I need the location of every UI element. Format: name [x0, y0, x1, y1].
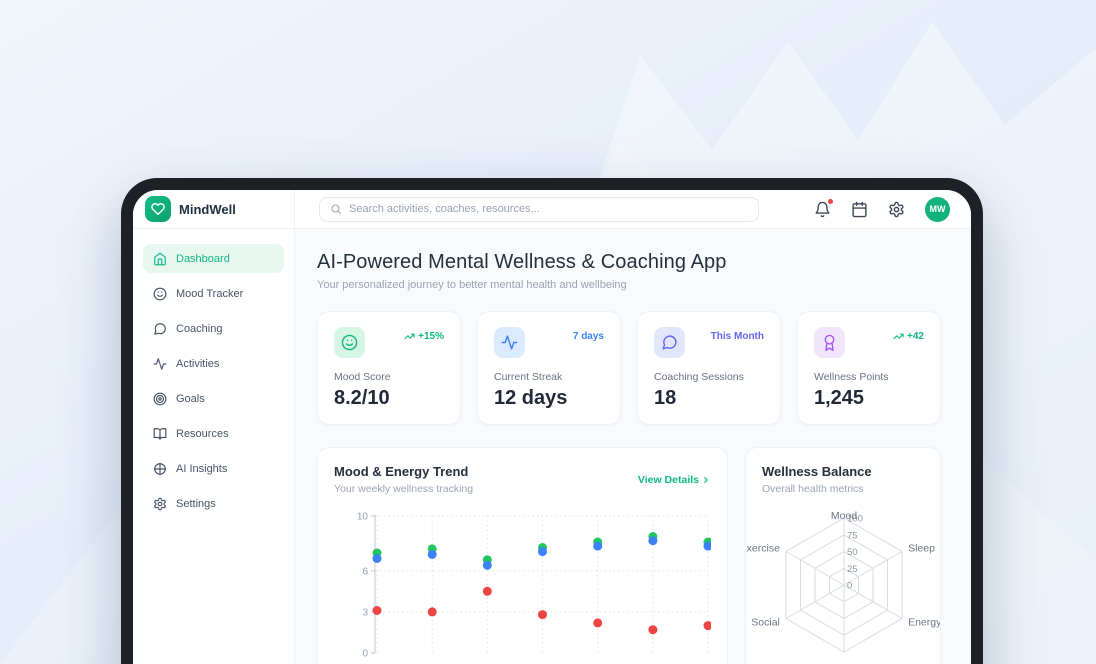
- home-icon: [154, 252, 166, 265]
- sidebar-item-mood-tracker[interactable]: Mood Tracker: [143, 279, 284, 308]
- award-icon: [814, 327, 845, 358]
- logo-row: MindWell: [133, 190, 294, 229]
- stat-label: Wellness Points: [814, 371, 889, 383]
- chevron-right-icon: [704, 476, 708, 483]
- svg-text:10: 10: [357, 512, 369, 523]
- notifications-button[interactable]: [814, 198, 833, 218]
- svg-text:50: 50: [847, 547, 858, 558]
- notification-dot: [828, 198, 833, 204]
- bell-icon: [815, 201, 830, 217]
- svg-text:Exercise: Exercise: [746, 543, 780, 555]
- mood-energy-trend-card: Mood & Energy Trend Your weekly wellness…: [317, 447, 728, 664]
- sidebar-item-coaching[interactable]: Coaching: [143, 314, 284, 343]
- stat-card-mood-score: +15% Mood Score 8.2/10: [317, 311, 461, 425]
- settings-button[interactable]: [888, 201, 905, 218]
- trending-up-icon: [404, 333, 415, 340]
- page-title: AI-Powered Mental Wellness & Coaching Ap…: [317, 251, 727, 273]
- page-subtitle: Your personalized journey to better ment…: [317, 279, 627, 291]
- smiley-icon: [334, 327, 365, 358]
- stat-card-current-streak: 7 days Current Streak 12 days: [477, 311, 621, 425]
- app-logo: [145, 196, 171, 222]
- sidebar: MindWell Dashboard Mood Tracker Coaching: [133, 190, 295, 664]
- sidebar-item-label: Dashboard: [176, 252, 230, 265]
- svg-text:0: 0: [362, 649, 368, 660]
- svg-text:75: 75: [847, 530, 858, 541]
- stat-label: Mood Score: [334, 371, 391, 383]
- sidebar-item-resources[interactable]: Resources: [143, 419, 284, 448]
- sidebar-item-settings[interactable]: Settings: [143, 489, 284, 518]
- charts-row: Mood & Energy Trend Your weekly wellness…: [317, 447, 941, 664]
- svg-text:100: 100: [847, 514, 863, 525]
- sidebar-item-label: Goals: [176, 392, 205, 405]
- stat-value: 1,245: [814, 387, 865, 409]
- chart-title: Mood & Energy Trend: [334, 464, 469, 479]
- stat-value: 18: [654, 387, 677, 409]
- stat-card-wellness-points: +42 Wellness Points 1,245: [797, 311, 941, 425]
- gear-icon: [154, 497, 166, 510]
- sidebar-item-ai-insights[interactable]: AI Insights: [143, 454, 284, 483]
- circle-cross-icon: [153, 462, 167, 475]
- sidebar-nav: Dashboard Mood Tracker Coaching Activiti…: [133, 229, 294, 539]
- tablet-frame: MindWell Dashboard Mood Tracker Coaching: [121, 178, 983, 664]
- stat-value: 12 days: [494, 387, 568, 409]
- dashboard-content: AI-Powered Mental Wellness & Coaching Ap…: [295, 229, 971, 664]
- chat-bubble-icon: [654, 327, 685, 358]
- stat-badge: 7 days: [572, 331, 604, 342]
- stat-badge: This Month: [710, 331, 764, 342]
- main-column: MW AI-Powered Mental Wellness & Coaching…: [295, 190, 971, 664]
- topbar: MW: [295, 190, 971, 229]
- activity-icon: [494, 327, 525, 358]
- activity-icon: [153, 357, 167, 370]
- calendar-icon: [852, 201, 867, 217]
- svg-text:3: 3: [362, 607, 368, 618]
- sidebar-item-label: Mood Tracker: [176, 287, 244, 300]
- stats-row: +15% Mood Score 8.2/10 7 days: [317, 311, 941, 425]
- brand-name: MindWell: [179, 201, 236, 217]
- topbar-actions: MW: [814, 196, 950, 222]
- chart-title: Wellness Balance: [762, 464, 872, 479]
- target-icon: [153, 392, 167, 405]
- sidebar-item-label: Activities: [176, 357, 220, 370]
- calendar-button[interactable]: [851, 201, 868, 218]
- sidebar-item-activities[interactable]: Activities: [143, 349, 284, 378]
- avatar[interactable]: MW: [925, 196, 950, 222]
- sidebar-item-dashboard[interactable]: Dashboard: [143, 244, 284, 273]
- scatter-chart: 0 3 6 10: [357, 512, 711, 660]
- sidebar-item-label: Settings: [176, 497, 216, 510]
- chart-subtitle: Overall health metrics: [762, 483, 864, 495]
- app-window: MindWell Dashboard Mood Tracker Coaching: [133, 190, 971, 664]
- search-input[interactable]: [349, 203, 748, 215]
- svg-text:0: 0: [847, 581, 852, 592]
- chart-subtitle: Your weekly wellness tracking: [334, 483, 474, 495]
- svg-text:Energy: Energy: [908, 617, 941, 629]
- book-open-icon: [153, 427, 167, 440]
- svg-text:6: 6: [362, 566, 368, 577]
- heart-icon: [151, 203, 165, 216]
- search-bar: [319, 196, 759, 222]
- stat-label: Current Streak: [494, 371, 563, 383]
- svg-text:25: 25: [847, 564, 858, 575]
- sidebar-item-label: Resources: [176, 427, 229, 440]
- stat-card-coaching-sessions: This Month Coaching Sessions 18: [637, 311, 781, 425]
- stat-badge: +15%: [404, 331, 444, 342]
- sidebar-item-goals[interactable]: Goals: [143, 384, 284, 413]
- sidebar-item-label: Coaching: [176, 322, 223, 335]
- wellness-balance-card: Wellness Balance Overall health metrics …: [745, 447, 941, 664]
- search-icon: [331, 204, 341, 214]
- stat-value: 8.2/10: [334, 387, 390, 409]
- smiley-icon: [153, 287, 167, 300]
- stat-badge: +42: [893, 331, 924, 342]
- view-details-link[interactable]: View Details: [638, 474, 711, 486]
- svg-text:Social: Social: [751, 617, 780, 629]
- svg-text:Sleep: Sleep: [908, 543, 935, 555]
- chat-bubble-icon: [154, 322, 166, 335]
- svg-text:Mood: Mood: [831, 510, 857, 522]
- sidebar-item-label: AI Insights: [176, 462, 228, 475]
- gear-icon: [889, 201, 904, 217]
- stat-label: Coaching Sessions: [654, 371, 744, 383]
- trending-up-icon: [893, 333, 904, 340]
